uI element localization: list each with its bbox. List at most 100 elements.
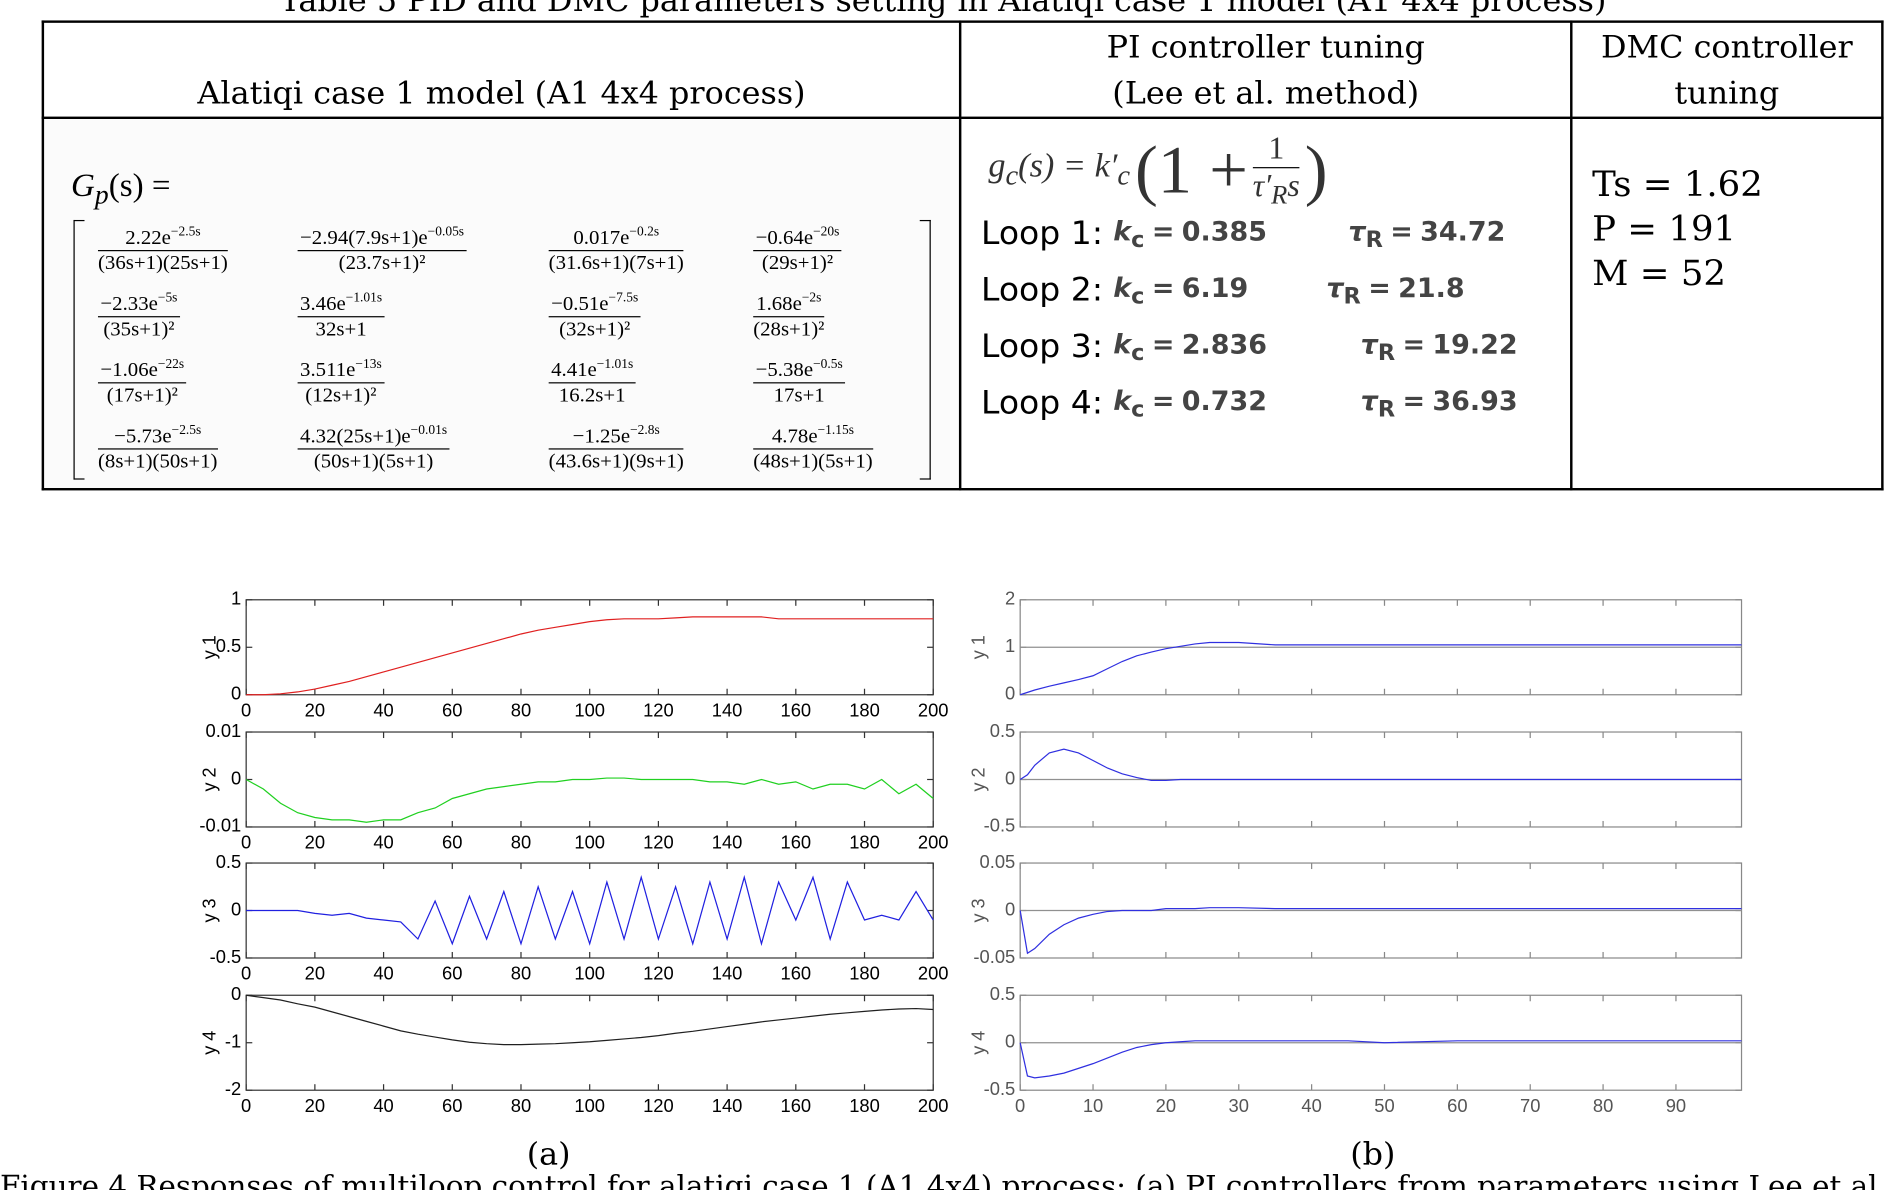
fraction: −5.38e−0.5s 17s+1 <box>753 357 846 407</box>
x-tick-label: 20 <box>1156 1096 1176 1116</box>
header-line: tuning <box>1674 75 1780 112</box>
parameter-table: Alatiqi case 1 model (A1 4x4 process) PI… <box>41 20 1884 491</box>
gain-symbol: k <box>1113 274 1132 305</box>
tau-sub: R <box>1377 397 1396 423</box>
series-line <box>246 874 934 947</box>
y-tick-label: 0 <box>231 768 241 788</box>
loops: Loop 1: kc = 0.385 τR = 34.72 Loop 2: kc = 6.19 τR =… <box>961 215 1570 441</box>
y-tick-label: -0.01 <box>199 816 241 836</box>
x-tick-label: 180 <box>849 1096 880 1116</box>
table-title: Table 5 PID and DMC parameters setting i… <box>279 0 1607 20</box>
symbol: G <box>71 167 95 204</box>
y-tick-label: -0.5 <box>210 947 242 967</box>
y-axis-label: y 3 <box>199 898 219 922</box>
y-tick-label: 1 <box>231 589 241 609</box>
exponent: −20s <box>813 225 840 240</box>
y-tick-label: 0.5 <box>990 721 1016 741</box>
x-tick-label: 70 <box>1520 1096 1540 1116</box>
x-tick-label: 100 <box>574 1096 605 1116</box>
numerator-text: 3.511e <box>300 358 356 382</box>
exponent: −2.5s <box>171 423 202 438</box>
matrix-entry: −5.38e−0.5s 17s+1 <box>753 357 937 423</box>
series-line <box>1019 641 1742 696</box>
y-tick-label: 0.5 <box>216 852 242 872</box>
tau-value: 36.93 <box>1432 387 1518 418</box>
tau: τR = 19.22 <box>1361 331 1518 366</box>
numerator: −0.51e−7.5s <box>548 291 641 318</box>
denominator: (50s+1)(5s+1) <box>313 450 434 473</box>
formula-text: (1 + <box>1134 133 1248 209</box>
x-tick-label: 10 <box>1083 1096 1103 1116</box>
x-tick-label: 160 <box>780 1096 811 1116</box>
numerator-text: −0.64e <box>755 226 814 250</box>
x-tick-label: 180 <box>849 701 880 721</box>
fraction: 3.46e−1.01s 32s+1 <box>297 291 385 341</box>
loop-label: Loop 4: <box>980 384 1103 423</box>
series-line <box>246 994 934 1046</box>
eq: = <box>1390 217 1413 248</box>
x-tick-label: 0 <box>241 701 251 721</box>
series-line <box>1019 907 1742 955</box>
loop-row: Loop 4: kc = 0.732 τR = 36.93 <box>981 385 1570 441</box>
y-tick-label: 0 <box>231 899 241 919</box>
exponent: −22s <box>157 357 185 372</box>
y-tick-label: -0.05 <box>973 947 1015 967</box>
tau-symbol: τ <box>1360 387 1378 418</box>
exponent: −0.01s <box>410 423 448 438</box>
numerator-text: −1.25e <box>572 424 631 448</box>
denominator: (8s+1)(50s+1) <box>97 450 218 473</box>
x-tick-label: 200 <box>918 701 949 721</box>
loop-label: Loop 2: <box>980 271 1103 310</box>
x-tick-label: 30 <box>1229 1096 1249 1116</box>
subscript: p <box>94 179 109 210</box>
numerator-text: 0.017e <box>573 226 630 250</box>
matrix-entry: −1.06e−22s (17s+1)² <box>97 357 298 423</box>
y-axis-label: y 4 <box>968 1031 988 1055</box>
fraction: 0.017e−0.2s (31.6s+1)(7s+1) <box>548 225 684 275</box>
gain-symbol: k <box>1113 217 1132 248</box>
x-tick-label: 80 <box>511 964 531 984</box>
x-tick-label: 80 <box>511 701 531 721</box>
x-tick-label: 60 <box>1447 1096 1467 1116</box>
formula-text: c <box>1005 160 1019 193</box>
formula-denominator: τ′Rs <box>1253 168 1300 210</box>
gain-sub: c <box>1131 340 1145 367</box>
x-tick-label: 90 <box>1666 1096 1686 1116</box>
fraction: −0.51e−7.5s (32s+1)² <box>548 291 641 341</box>
gain-symbol: k <box>1113 387 1132 418</box>
y-tick-label: 0 <box>231 984 241 1004</box>
symbol-rest: (s) = <box>108 167 171 204</box>
numerator: −1.25e−2.8s <box>548 423 684 451</box>
fraction: −2.33e−5s (35s+1)² <box>97 291 180 341</box>
numerator: 1.68e−2s <box>753 291 825 318</box>
loop-row: Loop 1: kc = 0.385 τR = 34.72 <box>981 215 1570 271</box>
exponent: −1.15s <box>817 423 854 438</box>
x-tick-label: 160 <box>780 833 811 853</box>
fraction: −0.64e−20s (29s+1)² <box>753 225 842 275</box>
tau-sub: R <box>1343 284 1361 310</box>
x-tick-label: 20 <box>305 701 325 721</box>
loop-label: Loop 1: <box>980 215 1103 253</box>
series-line <box>1019 748 1742 782</box>
x-tick-label: 200 <box>918 833 949 853</box>
numerator-text: 4.78e <box>771 424 818 448</box>
header-line: (Lee et al. method) <box>1112 75 1420 112</box>
x-tick-label: 20 <box>305 964 325 984</box>
x-tick-label: 100 <box>574 964 605 984</box>
numerator-text: 1.68e <box>756 292 802 316</box>
denominator: (36s+1)(25s+1) <box>97 251 228 275</box>
exponent: −2.8s <box>630 423 660 438</box>
x-tick-label: 0 <box>1015 1096 1025 1116</box>
y-tick-label: -0.5 <box>984 816 1016 836</box>
plot-frame <box>245 599 934 696</box>
eq: = <box>1368 274 1391 305</box>
loop-label: Loop 3: <box>980 328 1103 366</box>
y-tick-label: 2 <box>1005 589 1015 609</box>
exponent: −0.2s <box>629 225 660 240</box>
matrix-entry: 4.78e−1.15s (48s+1)(5s+1) <box>753 424 937 490</box>
gain-value: 0.385 <box>1181 217 1268 248</box>
matrix-entry: 0.017e−0.2s (31.6s+1)(7s+1) <box>548 225 754 291</box>
denominator: (32s+1)² <box>559 317 631 341</box>
model-cell: Gp(s) = 2.22e−2.5s (36s+1)(25s+1) −2.94(7.… <box>41 116 962 491</box>
